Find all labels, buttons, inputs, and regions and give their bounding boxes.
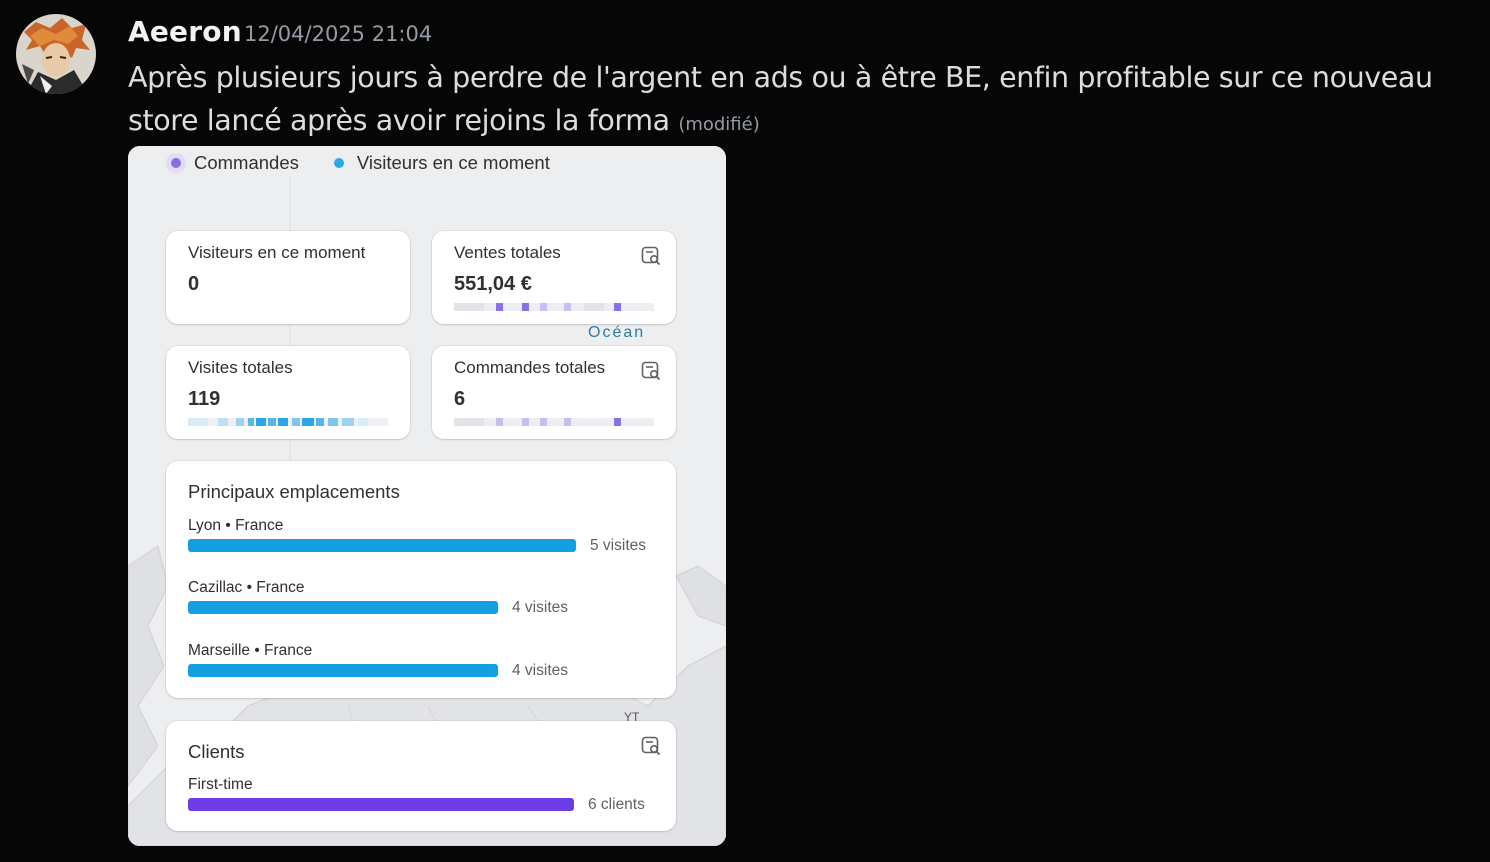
- user-avatar[interactable]: [16, 14, 96, 94]
- report-search-icon[interactable]: [640, 360, 662, 382]
- edited-label: (modifié): [678, 114, 760, 135]
- report-search-icon[interactable]: [640, 735, 662, 757]
- location-value: 4 visites: [512, 662, 568, 679]
- legend-dot-visitors: [333, 158, 344, 168]
- top-locations-title: Principaux emplacements: [188, 481, 400, 502]
- sales-sparkline: [454, 303, 654, 311]
- card-visitors-now[interactable]: Visiteurs en ce moment 0: [166, 231, 410, 324]
- card-value: 0: [188, 273, 200, 295]
- card-total-sales[interactable]: Ventes totales 551,04 €: [432, 231, 676, 324]
- location-name: Lyon • France: [188, 517, 284, 534]
- legend-dot-orders: [171, 158, 181, 168]
- legend-item-visitors[interactable]: Visiteurs en ce moment: [329, 152, 550, 174]
- client-segment-value: 6 clients: [588, 796, 645, 813]
- location-value: 4 visites: [512, 599, 568, 616]
- location-bar: [188, 664, 498, 677]
- visits-sparkline: [188, 418, 388, 426]
- client-segment-bar: [188, 798, 574, 811]
- card-value: 551,04 €: [454, 273, 532, 295]
- location-name: Cazillac • France: [188, 579, 305, 596]
- message-timestamp: 12/04/2025 21:04: [244, 22, 433, 46]
- top-locations-card[interactable]: Principaux emplacements Lyon • France 5 …: [166, 461, 676, 698]
- card-value: 6: [454, 388, 466, 410]
- legend-item-orders[interactable]: Commandes: [166, 152, 299, 174]
- card-label: Commandes totales: [454, 358, 606, 377]
- clients-title: Clients: [188, 741, 245, 762]
- card-label: Ventes totales: [454, 243, 561, 262]
- map-label-ocean: Océan: [588, 324, 646, 341]
- legend-label-orders: Commandes: [194, 152, 299, 173]
- map-label-yt: YT: [624, 710, 640, 724]
- location-name: Marseille • France: [188, 642, 313, 659]
- clients-card[interactable]: Clients First-time 6 clients: [166, 721, 676, 831]
- message-attachment-image[interactable]: Commandes Visiteurs en ce moment Océan Y…: [128, 146, 726, 846]
- card-label: Visiteurs en ce moment: [188, 243, 366, 262]
- legend-dot-wrap: [329, 153, 349, 173]
- legend-dot-wrap: [166, 153, 186, 173]
- location-bar: [188, 601, 498, 614]
- message-author[interactable]: Aeeron: [128, 15, 242, 48]
- client-segment-name: First-time: [188, 776, 253, 793]
- location-value: 5 visites: [590, 537, 646, 554]
- orders-sparkline: [454, 418, 654, 426]
- legend-label-visitors: Visiteurs en ce moment: [356, 152, 550, 173]
- chart-legend: Commandes Visiteurs en ce moment: [166, 152, 580, 174]
- message-content: Après plusieurs jours à perdre de l'arge…: [128, 56, 1478, 146]
- location-bar: [188, 539, 576, 552]
- card-label: Visites totales: [188, 358, 293, 377]
- card-total-orders[interactable]: Commandes totales 6: [432, 346, 676, 439]
- card-value: 119: [188, 388, 221, 410]
- avatar-image: [16, 14, 96, 94]
- report-search-icon[interactable]: [640, 245, 662, 267]
- card-total-visits[interactable]: Visites totales 119: [166, 346, 410, 439]
- message-text: Après plusieurs jours à perdre de l'arge…: [128, 61, 1433, 137]
